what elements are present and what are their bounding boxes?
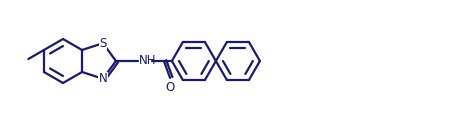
Text: NH: NH <box>139 54 156 68</box>
Text: S: S <box>99 37 106 50</box>
Text: O: O <box>165 81 175 94</box>
Text: N: N <box>98 72 107 85</box>
